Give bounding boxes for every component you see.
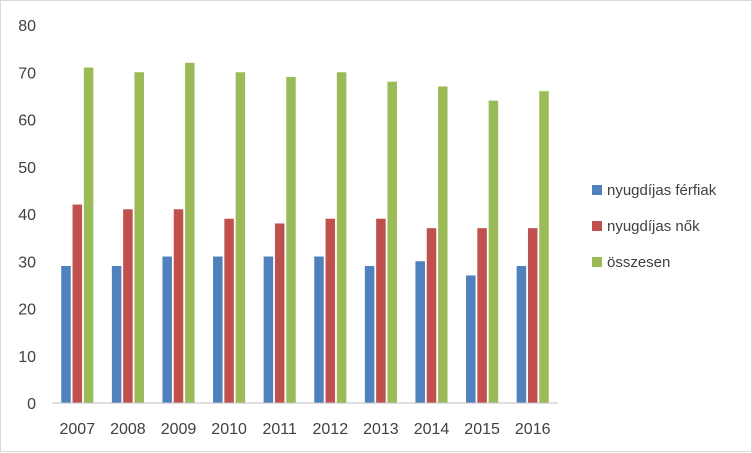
bar xyxy=(539,91,549,404)
y-tick-label: 20 xyxy=(18,302,36,319)
legend-label: nyugdíjas nők xyxy=(607,218,700,235)
bar xyxy=(61,265,71,403)
x-tick-label: 2007 xyxy=(60,421,96,438)
y-tick-label: 10 xyxy=(18,349,36,366)
x-axis-ticks: 2007 2008 2009 2010 2011 2012 2013 2014 2015 2016 xyxy=(60,421,551,438)
bar xyxy=(134,72,144,403)
bar xyxy=(387,81,397,403)
bar xyxy=(185,62,195,404)
y-tick-label: 0 xyxy=(27,396,36,413)
x-tick-label: 2009 xyxy=(161,421,197,438)
bars xyxy=(61,62,549,404)
bar xyxy=(415,261,425,403)
bar xyxy=(72,204,83,403)
bar xyxy=(224,218,234,403)
bar xyxy=(466,275,476,403)
legend-label: összesen xyxy=(607,254,670,271)
bar xyxy=(173,209,184,403)
bar xyxy=(162,256,172,403)
bar xyxy=(111,265,122,403)
bar xyxy=(286,76,296,403)
bar xyxy=(336,72,347,403)
x-tick-label: 2014 xyxy=(414,421,450,438)
x-tick-label: 2011 xyxy=(262,421,297,438)
bar xyxy=(314,256,324,403)
y-axis-ticks: 0 10 20 30 40 50 60 70 80 xyxy=(18,18,36,413)
bar xyxy=(235,72,246,403)
bar xyxy=(438,86,448,404)
bar xyxy=(263,256,274,403)
x-tick-label: 2010 xyxy=(211,421,247,438)
y-tick-label: 40 xyxy=(18,207,36,224)
x-tick-label: 2008 xyxy=(110,421,146,438)
bar xyxy=(376,218,386,403)
legend-swatch xyxy=(592,221,602,231)
bar xyxy=(477,228,487,403)
y-tick-label: 60 xyxy=(18,113,36,130)
bar xyxy=(516,265,527,403)
bar xyxy=(488,100,499,403)
x-tick-label: 2012 xyxy=(313,421,349,438)
bar xyxy=(213,256,223,403)
bar xyxy=(527,228,538,403)
legend-swatch xyxy=(592,257,602,267)
legend-label: nyugdíjas férfiak xyxy=(607,182,717,199)
y-tick-label: 30 xyxy=(18,254,36,271)
bar xyxy=(123,209,133,403)
bar xyxy=(274,223,285,403)
x-tick-label: 2013 xyxy=(363,421,399,438)
x-tick-label: 2016 xyxy=(515,421,551,438)
bar xyxy=(83,67,94,403)
y-tick-label: 50 xyxy=(18,160,36,177)
y-tick-label: 70 xyxy=(18,65,36,82)
y-tick-label: 80 xyxy=(18,18,36,35)
legend: nyugdíjas férfiak nyugdíjas nők összesen xyxy=(592,182,717,271)
bar xyxy=(364,265,375,403)
bar xyxy=(325,218,336,403)
x-tick-label: 2015 xyxy=(464,421,500,438)
bar xyxy=(426,228,437,403)
legend-swatch xyxy=(592,185,602,195)
